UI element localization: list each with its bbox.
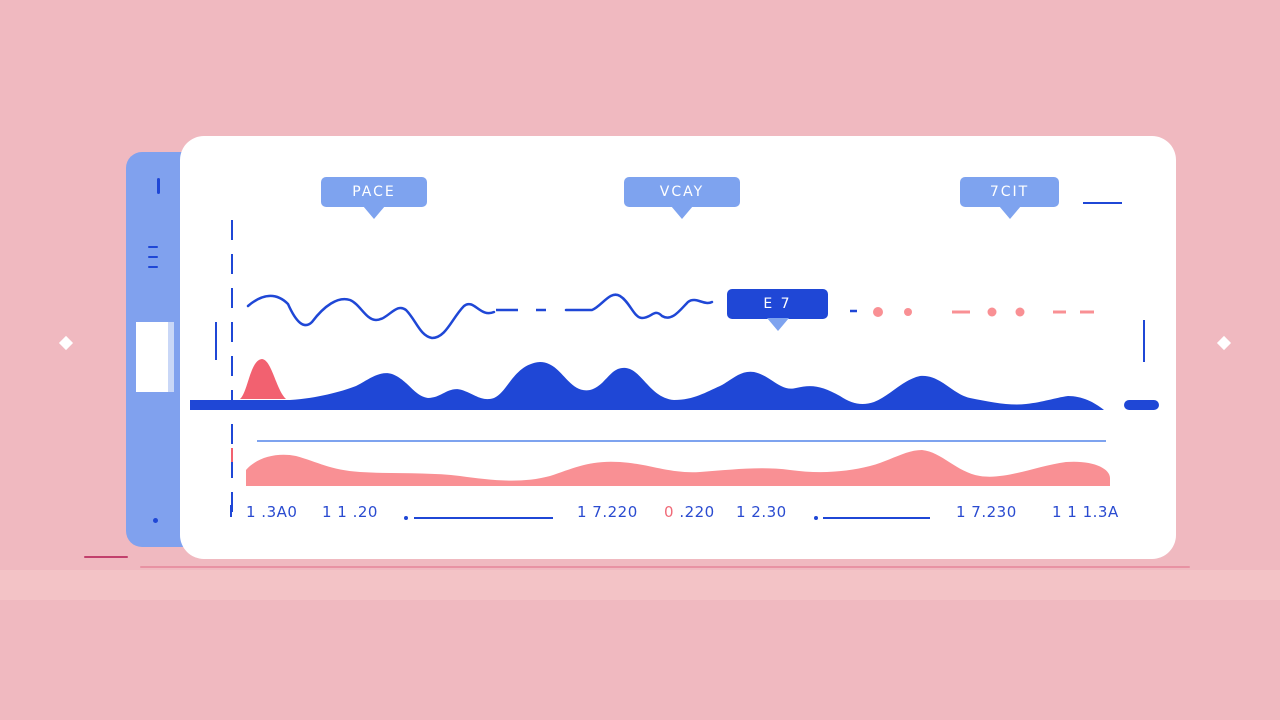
marker-tooltip[interactable]: E 7 (727, 289, 828, 331)
axis-label-highlight: 0 .220 (664, 503, 715, 521)
hamburger-icon[interactable] (148, 246, 158, 248)
axis-label: 1 .3A0 (246, 503, 298, 521)
hamburger-icon-bar (148, 266, 158, 268)
pink-area-series (246, 450, 1110, 486)
tooltip-7cit[interactable]: 7CIT (960, 177, 1059, 219)
status-tick (157, 178, 160, 194)
axis-label: 1 7.230 (956, 503, 1017, 521)
pink-dot (1015, 307, 1025, 317)
back-panel-window (136, 322, 174, 392)
axis-label: 1 2.30 (736, 503, 787, 521)
pink-dot (873, 307, 883, 317)
ground-line (140, 566, 1190, 568)
tooltip-pace[interactable]: PACE (321, 177, 427, 219)
axis-label: 1 1 .20 (322, 503, 378, 521)
tooltip-vcay[interactable]: VCAY (624, 177, 740, 219)
blue-line-series (246, 294, 496, 340)
floor-band (0, 570, 1280, 600)
pink-dot (904, 308, 912, 316)
blue-dash-right (1124, 400, 1159, 410)
blue-line-series-2 (564, 293, 714, 320)
red-peak-series (240, 359, 286, 399)
axis-label: 1 7.220 (577, 503, 638, 521)
hamburger-icon-bar (148, 256, 158, 258)
axis-label: 1 1 1.3A (1052, 503, 1119, 521)
ground-line-left (84, 556, 128, 558)
axis-dot (404, 516, 408, 520)
scroll-dot (153, 518, 158, 523)
axis-dot (814, 516, 818, 520)
blue-area-series (190, 362, 1104, 410)
pink-dot (987, 307, 997, 317)
